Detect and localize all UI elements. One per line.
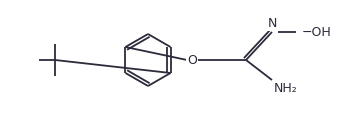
Text: −OH: −OH — [302, 26, 332, 39]
Text: O: O — [187, 54, 197, 66]
Text: N: N — [267, 17, 277, 30]
Text: NH₂: NH₂ — [274, 82, 298, 95]
